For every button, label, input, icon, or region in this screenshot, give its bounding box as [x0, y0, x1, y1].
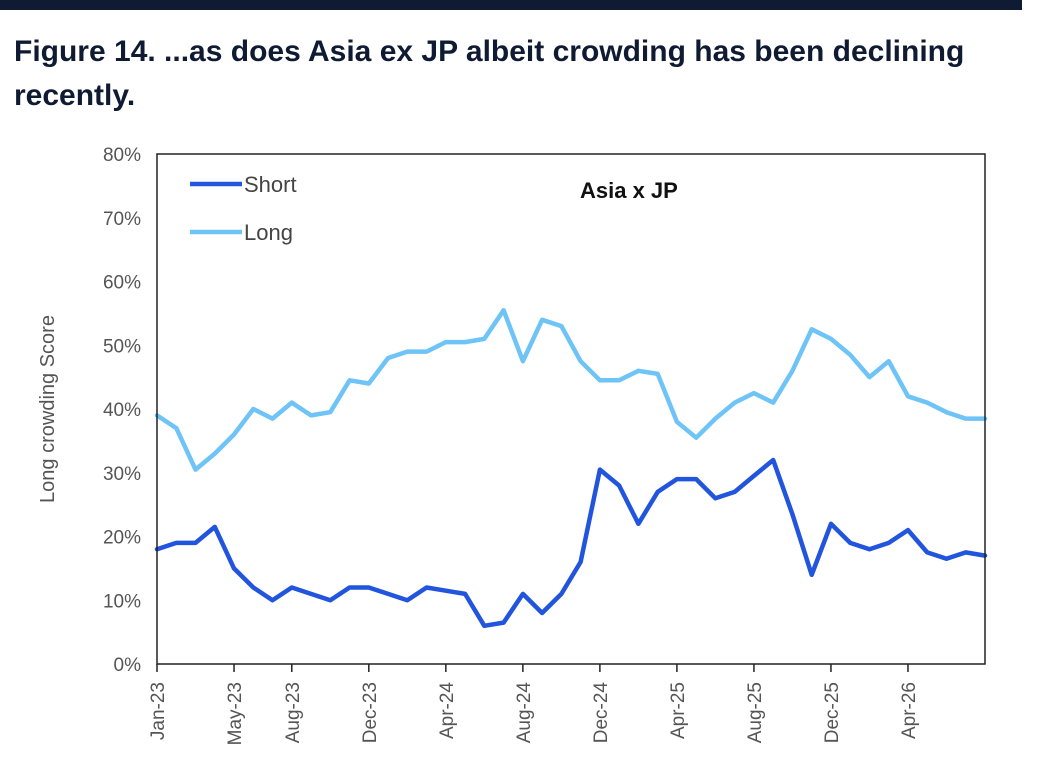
x-tick-label: Jan-23 — [148, 682, 169, 740]
legend: Short Long — [190, 172, 297, 245]
legend-label-short: Short — [244, 172, 297, 197]
figure-title: Figure 14. ...as does Asia ex JP albeit … — [14, 35, 965, 112]
series-lines — [154, 307, 988, 629]
y-tick-label: 30% — [103, 464, 141, 485]
x-tick-label: May-23 — [225, 682, 246, 745]
x-tick-label: Aug-24 — [514, 682, 535, 744]
x-tick-label: Dec-25 — [822, 682, 843, 743]
x-tick-label: Dec-23 — [360, 682, 381, 743]
series-line-long — [154, 307, 988, 472]
x-tick-label: Dec-24 — [591, 682, 612, 744]
y-axis-label: Long crowding Score — [37, 315, 59, 503]
y-tick-label: 20% — [103, 528, 141, 549]
legend-label-long: Long — [244, 220, 293, 245]
y-tick-label: 80% — [103, 145, 141, 166]
x-tick-label: Apr-25 — [668, 682, 689, 739]
series-line-short — [154, 457, 988, 629]
y-tick-label: 10% — [103, 591, 141, 612]
y-tick-label: 50% — [103, 336, 141, 357]
x-tick-label: Aug-23 — [283, 682, 304, 743]
y-tick-label: 40% — [103, 400, 141, 421]
x-tick-label: Apr-26 — [899, 682, 920, 739]
y-tick-label: 0% — [114, 655, 142, 676]
x-tick-label: Apr-24 — [437, 682, 458, 739]
plot-frame — [156, 153, 986, 665]
x-tick-label: Aug-25 — [745, 682, 766, 743]
x-axis-ticks: Jan-23 May-23 Aug-23 Dec-23 Apr-24 Aug-24 Dec-… — [148, 664, 920, 745]
y-axis-ticks: 0% 10% 20% 30% 40% 50% 60% 70% 80% — [103, 145, 141, 676]
header-bar — [0, 0, 1022, 10]
chart-title: Asia x JP — [580, 178, 678, 203]
y-tick-label: 60% — [103, 273, 141, 294]
y-tick-label: 70% — [103, 209, 141, 230]
